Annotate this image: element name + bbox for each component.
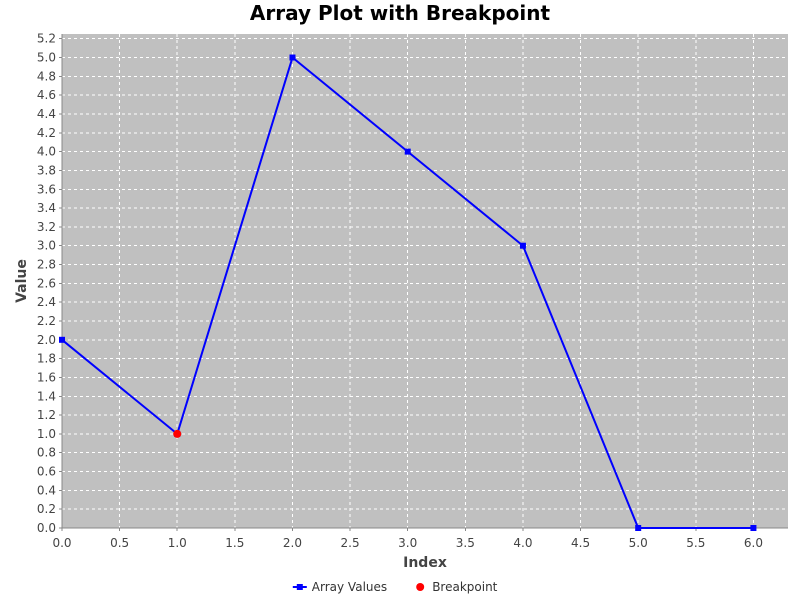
x-tick-label: 4.5 [571, 536, 590, 550]
y-tick-label: 0.2 [37, 502, 56, 516]
breakpoint-marker [173, 429, 182, 438]
legend-label: Array Values [312, 580, 387, 594]
y-tick-label: 4.8 [37, 69, 56, 83]
legend: Array Values Breakpoint [292, 580, 498, 594]
x-tick-label: 5.5 [686, 536, 705, 550]
x-tick-label: 5.0 [629, 536, 648, 550]
y-tick-label: 2.6 [37, 276, 56, 290]
x-tick-label: 3.5 [456, 536, 475, 550]
y-axis-label: Value [14, 259, 30, 303]
legend-circle-icon [416, 583, 425, 591]
y-tick-label: 1.4 [37, 389, 56, 403]
x-tick-label: 0.5 [110, 536, 129, 550]
y-tick-label: 5.0 [37, 51, 56, 65]
y-tick-label: 3.6 [37, 182, 56, 196]
data-point [404, 148, 411, 155]
x-tick-label: 4.0 [513, 536, 532, 550]
x-tick-label: 1.5 [225, 536, 244, 550]
y-tick-label: 1.6 [37, 370, 56, 384]
y-tick-label: 3.2 [37, 220, 56, 234]
y-tick-label: 0.6 [37, 465, 56, 479]
y-tick-label: 0.8 [37, 446, 56, 460]
y-tick-label: 3.0 [37, 239, 56, 253]
x-tick-label: 3.0 [398, 536, 417, 550]
y-tick-label: 4.4 [37, 107, 56, 121]
chart-title: Array Plot with Breakpoint [250, 1, 551, 25]
y-tick-label: 2.0 [37, 333, 56, 347]
gridlines [61, 34, 788, 529]
x-tick-label: 6.0 [744, 536, 763, 550]
legend-item: Array Values [292, 580, 387, 594]
data-point [519, 242, 526, 249]
x-tick-label: 2.0 [283, 536, 302, 550]
axes: 0.0 0.5 1.0 1.5 2.0 2.5 3.0 3.5 4.0 4.5 5.0 5.5 6.0 0… [37, 32, 788, 550]
legend-label: Breakpoint [432, 580, 497, 594]
y-tick-label: 2.8 [37, 258, 56, 272]
y-tick-label: 0.4 [37, 483, 56, 497]
plot-area [62, 34, 788, 528]
y-tick-label: 3.4 [37, 201, 56, 215]
data-point [750, 525, 757, 531]
y-tick-label: 4.0 [37, 145, 56, 159]
legend-item: Breakpoint [416, 580, 498, 594]
y-tick-label: 2.4 [37, 295, 56, 309]
y-tick-label: 3.8 [37, 163, 56, 177]
x-axis-label: Index [403, 555, 447, 571]
y-tick-label: 1.8 [37, 352, 56, 366]
x-tick-label: 1.0 [168, 536, 187, 550]
series-breakpoint [173, 429, 182, 438]
legend-square-icon [296, 584, 303, 590]
y-tick-label: 5.2 [37, 32, 56, 46]
data-point [635, 525, 642, 531]
x-tick-label: 2.5 [341, 536, 360, 550]
y-tick-label: 4.6 [37, 88, 56, 102]
y-tick-label: 4.2 [37, 126, 56, 140]
x-tick-label: 0.0 [52, 536, 71, 550]
y-tick-label: 1.0 [37, 427, 56, 441]
data-point [289, 54, 296, 61]
y-tick-label: 0.0 [37, 521, 56, 535]
y-tick-label: 1.2 [37, 408, 56, 422]
y-tick-label: 2.2 [37, 314, 56, 328]
series-layer [59, 54, 757, 531]
data-point [59, 336, 65, 343]
